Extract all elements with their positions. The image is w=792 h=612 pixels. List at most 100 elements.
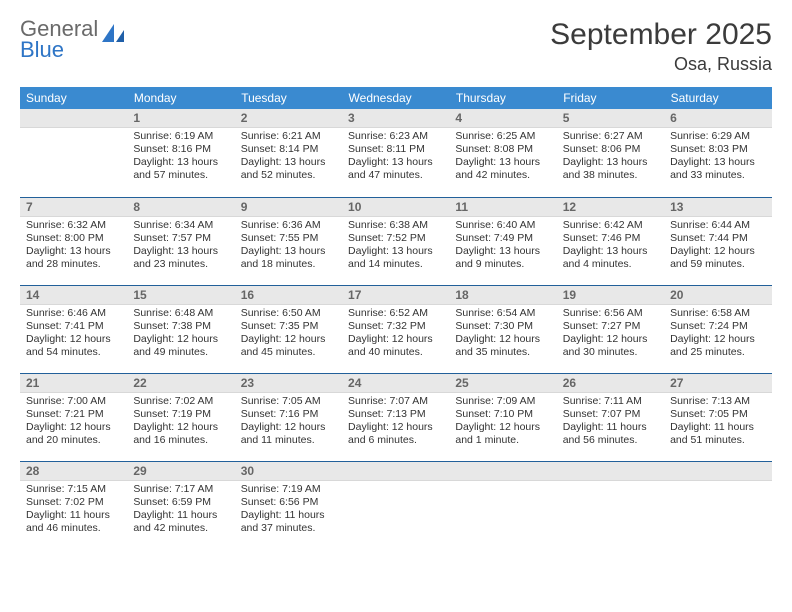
sunset-text: Sunset: 7:30 PM	[455, 320, 550, 333]
calendar-day-cell	[342, 461, 449, 549]
calendar-day-cell: 9Sunrise: 6:36 AMSunset: 7:55 PMDaylight…	[235, 197, 342, 285]
daylight-text: Daylight: 13 hours and 28 minutes.	[26, 245, 121, 271]
day-number: 17	[342, 286, 449, 305]
day-number: 5	[557, 109, 664, 128]
sunset-text: Sunset: 6:59 PM	[133, 496, 228, 509]
sunrise-text: Sunrise: 6:40 AM	[455, 219, 550, 232]
calendar-day-cell: 30Sunrise: 7:19 AMSunset: 6:56 PMDayligh…	[235, 461, 342, 549]
day-body: Sunrise: 7:13 AMSunset: 7:05 PMDaylight:…	[664, 393, 771, 452]
sunrise-text: Sunrise: 6:56 AM	[563, 307, 658, 320]
daylight-text: Daylight: 13 hours and 23 minutes.	[133, 245, 228, 271]
sunset-text: Sunset: 6:56 PM	[241, 496, 336, 509]
sunset-text: Sunset: 7:32 PM	[348, 320, 443, 333]
day-number: 13	[664, 198, 771, 217]
sunset-text: Sunset: 7:10 PM	[455, 408, 550, 421]
daylight-text: Daylight: 11 hours and 56 minutes.	[563, 421, 658, 447]
daylight-text: Daylight: 12 hours and 59 minutes.	[670, 245, 765, 271]
logo-text-line2: Blue	[20, 39, 98, 61]
sunset-text: Sunset: 7:24 PM	[670, 320, 765, 333]
sunrise-text: Sunrise: 7:00 AM	[26, 395, 121, 408]
daylight-text: Daylight: 13 hours and 18 minutes.	[241, 245, 336, 271]
daylight-text: Daylight: 13 hours and 57 minutes.	[133, 156, 228, 182]
day-number: 4	[449, 109, 556, 128]
calendar-header-row: SundayMondayTuesdayWednesdayThursdayFrid…	[20, 87, 772, 109]
sunset-text: Sunset: 7:19 PM	[133, 408, 228, 421]
day-number: 20	[664, 286, 771, 305]
sunrise-text: Sunrise: 7:19 AM	[241, 483, 336, 496]
calendar-day-cell: 6Sunrise: 6:29 AMSunset: 8:03 PMDaylight…	[664, 109, 771, 197]
sunrise-text: Sunrise: 6:32 AM	[26, 219, 121, 232]
daylight-text: Daylight: 13 hours and 42 minutes.	[455, 156, 550, 182]
title-block: September 2025 Osa, Russia	[550, 18, 772, 75]
day-number: 29	[127, 462, 234, 481]
sunrise-text: Sunrise: 6:23 AM	[348, 130, 443, 143]
calendar-day-cell: 21 Sunrise: 7:00 AMSunset: 7:21 PMDayligh…	[20, 373, 127, 461]
daylight-text: Daylight: 12 hours and 49 minutes.	[133, 333, 228, 359]
day-number: 3	[342, 109, 449, 128]
calendar-day-cell: 17Sunrise: 6:52 AMSunset: 7:32 PMDayligh…	[342, 285, 449, 373]
sunset-text: Sunset: 7:49 PM	[455, 232, 550, 245]
calendar-day-cell: 2Sunrise: 6:21 AMSunset: 8:14 PMDaylight…	[235, 109, 342, 197]
day-number: 2	[235, 109, 342, 128]
daylight-text: Daylight: 12 hours and 20 minutes.	[26, 421, 121, 447]
calendar-day-cell: 11Sunrise: 6:40 AMSunset: 7:49 PMDayligh…	[449, 197, 556, 285]
calendar-day-cell: 22Sunrise: 7:02 AMSunset: 7:19 PMDayligh…	[127, 373, 234, 461]
sunrise-text: Sunrise: 7:02 AM	[133, 395, 228, 408]
sunrise-text: Sunrise: 6:36 AM	[241, 219, 336, 232]
daylight-text: Daylight: 12 hours and 40 minutes.	[348, 333, 443, 359]
calendar-table: SundayMondayTuesdayWednesdayThursdayFrid…	[20, 87, 772, 549]
day-number: 6	[664, 109, 771, 128]
day-body	[664, 481, 771, 541]
day-number: 10	[342, 198, 449, 217]
day-number: 25	[449, 374, 556, 393]
day-body: Sunrise: 6:56 AMSunset: 7:27 PMDaylight:…	[557, 305, 664, 364]
sunrise-text: Sunrise: 6:21 AM	[241, 130, 336, 143]
calendar-day-cell: 15Sunrise: 6:48 AMSunset: 7:38 PMDayligh…	[127, 285, 234, 373]
sunrise-text: Sunrise: 7:17 AM	[133, 483, 228, 496]
day-number: 21	[20, 374, 127, 393]
day-body: Sunrise: 6:46 AMSunset: 7:41 PMDaylight:…	[20, 305, 127, 364]
day-body: Sunrise: 6:36 AMSunset: 7:55 PMDaylight:…	[235, 217, 342, 276]
sunset-text: Sunset: 7:55 PM	[241, 232, 336, 245]
day-body	[449, 481, 556, 541]
daylight-text: Daylight: 13 hours and 9 minutes.	[455, 245, 550, 271]
sunrise-text: Sunrise: 6:44 AM	[670, 219, 765, 232]
location: Osa, Russia	[550, 54, 772, 75]
sunset-text: Sunset: 8:08 PM	[455, 143, 550, 156]
sunset-text: Sunset: 7:21 PM	[26, 408, 121, 421]
day-body: Sunrise: 6:52 AMSunset: 7:32 PMDaylight:…	[342, 305, 449, 364]
daylight-text: Daylight: 13 hours and 14 minutes.	[348, 245, 443, 271]
daylight-text: Daylight: 13 hours and 4 minutes.	[563, 245, 658, 271]
day-body: Sunrise: 6:21 AMSunset: 8:14 PMDaylight:…	[235, 128, 342, 187]
calendar-day-cell	[20, 109, 127, 197]
calendar-week-row: 14Sunrise: 6:46 AMSunset: 7:41 PMDayligh…	[20, 285, 772, 373]
day-body: Sunrise: 6:48 AMSunset: 7:38 PMDaylight:…	[127, 305, 234, 364]
sunrise-text: Sunrise: 7:15 AM	[26, 483, 121, 496]
sunrise-text: Sunrise: 6:46 AM	[26, 307, 121, 320]
day-number	[664, 462, 771, 481]
day-body: Sunrise: 7:07 AMSunset: 7:13 PMDaylight:…	[342, 393, 449, 452]
daylight-text: Daylight: 11 hours and 51 minutes.	[670, 421, 765, 447]
sunrise-text: Sunrise: 7:09 AM	[455, 395, 550, 408]
calendar-week-row: 1Sunrise: 6:19 AMSunset: 8:16 PMDaylight…	[20, 109, 772, 197]
weekday-header: Sunday	[20, 87, 127, 109]
calendar-day-cell: 28Sunrise: 7:15 AMSunset: 7:02 PMDayligh…	[20, 461, 127, 549]
day-body: Sunrise: 6:44 AMSunset: 7:44 PMDaylight:…	[664, 217, 771, 276]
sunset-text: Sunset: 8:03 PM	[670, 143, 765, 156]
day-body: Sunrise: 7:19 AMSunset: 6:56 PMDaylight:…	[235, 481, 342, 540]
sunset-text: Sunset: 8:00 PM	[26, 232, 121, 245]
daylight-text: Daylight: 13 hours and 47 minutes.	[348, 156, 443, 182]
day-number: 18	[449, 286, 556, 305]
day-body: Sunrise: 6:54 AMSunset: 7:30 PMDaylight:…	[449, 305, 556, 364]
sunset-text: Sunset: 7:27 PM	[563, 320, 658, 333]
sunrise-text: Sunrise: 6:50 AM	[241, 307, 336, 320]
weekday-header: Friday	[557, 87, 664, 109]
sunrise-text: Sunrise: 6:38 AM	[348, 219, 443, 232]
sunrise-text: Sunrise: 7:05 AM	[241, 395, 336, 408]
logo: General Blue	[20, 18, 126, 61]
sunset-text: Sunset: 7:41 PM	[26, 320, 121, 333]
sunrise-text: Sunrise: 6:48 AM	[133, 307, 228, 320]
daylight-text: Daylight: 12 hours and 25 minutes.	[670, 333, 765, 359]
day-body: Sunrise: 6:23 AMSunset: 8:11 PMDaylight:…	[342, 128, 449, 187]
sunrise-text: Sunrise: 6:34 AM	[133, 219, 228, 232]
